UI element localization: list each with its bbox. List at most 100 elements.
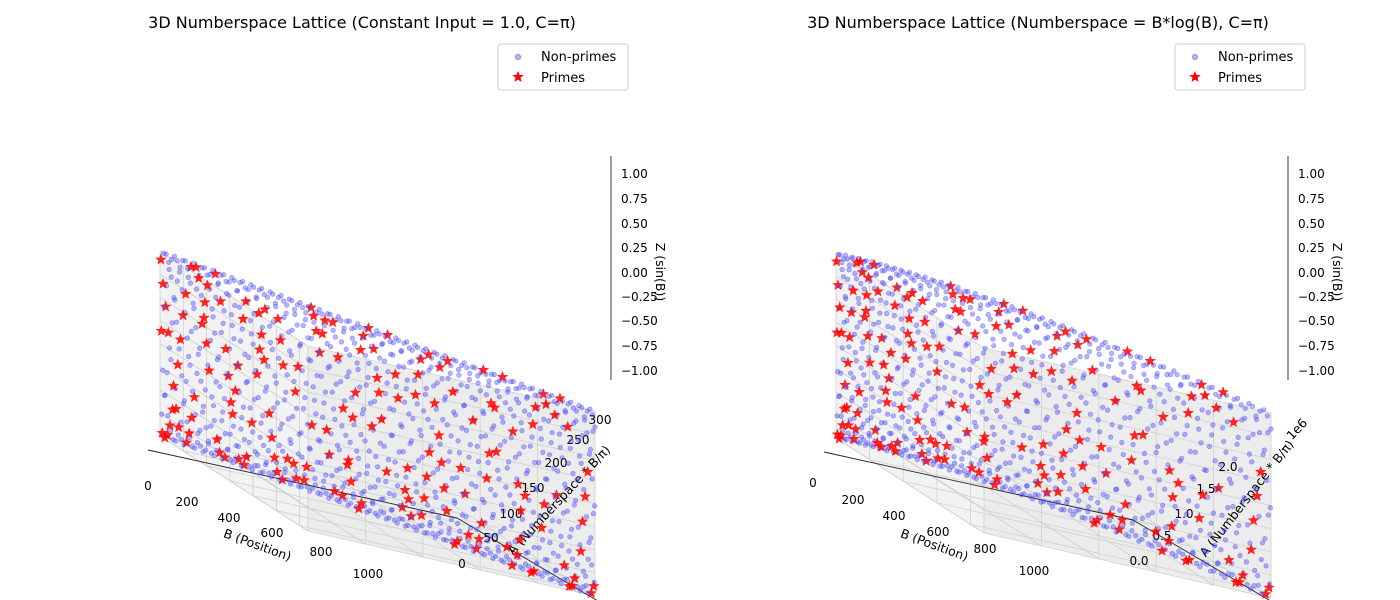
- non-prime-point: [549, 518, 556, 524]
- non-prime-point: [468, 544, 474, 550]
- non-prime-point: [1012, 331, 1018, 337]
- non-prime-point: [863, 258, 869, 264]
- non-prime-point: [503, 553, 510, 560]
- x-tick-label: 1000: [353, 567, 384, 581]
- non-prime-point: [896, 425, 903, 431]
- prime-point: [1095, 441, 1107, 452]
- prime-point: [842, 356, 854, 368]
- non-prime-point: [1258, 556, 1264, 563]
- prime-point: [905, 337, 917, 349]
- non-prime-point: [929, 328, 936, 335]
- non-prime-point: [503, 484, 509, 490]
- non-prime-point: [375, 464, 381, 470]
- prime-point: [219, 451, 231, 463]
- non-prime-point: [967, 304, 974, 311]
- x-tick-label: 0: [809, 476, 817, 490]
- non-prime-point: [986, 467, 992, 474]
- non-prime-point: [1044, 414, 1050, 420]
- non-prime-point: [438, 520, 444, 526]
- non-prime-point: [941, 385, 947, 391]
- non-prime-point: [242, 351, 248, 358]
- non-prime-point: [587, 446, 594, 453]
- non-prime-point: [834, 413, 840, 419]
- non-prime-point: [422, 480, 428, 486]
- non-prime-point: [1009, 304, 1015, 310]
- non-prime-point: [1010, 453, 1017, 459]
- non-prime-point: [1057, 324, 1063, 330]
- non-prime-point: [355, 455, 362, 461]
- non-prime-point: [847, 370, 854, 376]
- non-prime-point: [1218, 571, 1224, 577]
- non-prime-point: [1164, 372, 1170, 378]
- non-prime-point: [177, 269, 183, 275]
- prime-point: [1066, 374, 1078, 386]
- non-prime-point: [323, 490, 329, 496]
- non-prime-point: [906, 269, 913, 276]
- prime-point: [862, 330, 874, 341]
- non-prime-point: [440, 504, 446, 510]
- prime-point: [941, 440, 953, 451]
- prime-point: [381, 329, 394, 340]
- non-prime-point: [578, 460, 584, 466]
- prime-point: [575, 545, 587, 557]
- z-tick-label: 0.25: [1298, 241, 1325, 255]
- non-prime-point: [1123, 532, 1129, 538]
- prime-point: [347, 411, 359, 423]
- z-tick-label: 1.00: [1298, 167, 1325, 181]
- prime-point: [392, 392, 404, 404]
- non-prime-point: [1115, 377, 1121, 383]
- non-prime-point: [1060, 362, 1066, 368]
- prime-point: [193, 272, 205, 283]
- grid-line-z-side: [159, 296, 309, 393]
- non-prime-point: [1184, 423, 1190, 429]
- prime-point: [1182, 407, 1194, 418]
- non-prime-point: [938, 323, 944, 329]
- non-prime-point: [840, 428, 846, 434]
- prime-point: [576, 515, 589, 527]
- non-prime-point: [215, 281, 221, 288]
- y-tick-label: 2.0: [1218, 460, 1237, 474]
- non-prime-point: [178, 437, 184, 443]
- non-prime-point: [1116, 464, 1122, 470]
- non-prime-point: [533, 485, 539, 491]
- non-prime-point: [1069, 466, 1076, 473]
- prime-point: [1237, 569, 1249, 581]
- non-prime-point: [381, 358, 388, 364]
- non-prime-point: [949, 362, 956, 368]
- prime-point: [529, 401, 542, 412]
- non-prime-point: [221, 395, 227, 402]
- non-prime-point: [899, 452, 905, 458]
- prime-point: [998, 298, 1010, 309]
- non-prime-point: [1223, 449, 1229, 455]
- non-prime-point: [477, 388, 483, 394]
- grid-line-z-side: [159, 435, 309, 532]
- z-tick-label: −0.25: [621, 290, 658, 304]
- prime-point: [292, 360, 304, 372]
- non-prime-point: [885, 323, 891, 330]
- non-prime-point: [920, 276, 926, 282]
- non-prime-point: [1232, 456, 1238, 462]
- non-prime-point: [397, 515, 403, 522]
- non-prime-point: [1237, 552, 1243, 559]
- non-prime-point: [398, 422, 404, 428]
- non-prime-point: [908, 275, 915, 281]
- prime-point: [1217, 386, 1229, 398]
- non-prime-point: [1038, 450, 1045, 456]
- non-prime-point: [860, 339, 866, 345]
- non-prime-point: [499, 502, 505, 508]
- non-prime-point: [1263, 563, 1269, 569]
- prime-point: [451, 535, 463, 547]
- non-prime-point: [216, 354, 222, 360]
- prime-point: [1072, 338, 1084, 350]
- non-prime-point: [275, 294, 282, 301]
- non-prime-point: [565, 460, 572, 466]
- non-prime-point: [1059, 323, 1066, 329]
- prime-point: [1045, 365, 1058, 377]
- prime-point: [349, 386, 362, 398]
- non-prime-point: [592, 424, 598, 430]
- non-prime-point: [1101, 470, 1107, 477]
- non-prime-point: [1145, 426, 1151, 432]
- non-prime-point: [490, 511, 496, 518]
- non-prime-point: [844, 318, 850, 324]
- non-prime-point: [168, 357, 174, 363]
